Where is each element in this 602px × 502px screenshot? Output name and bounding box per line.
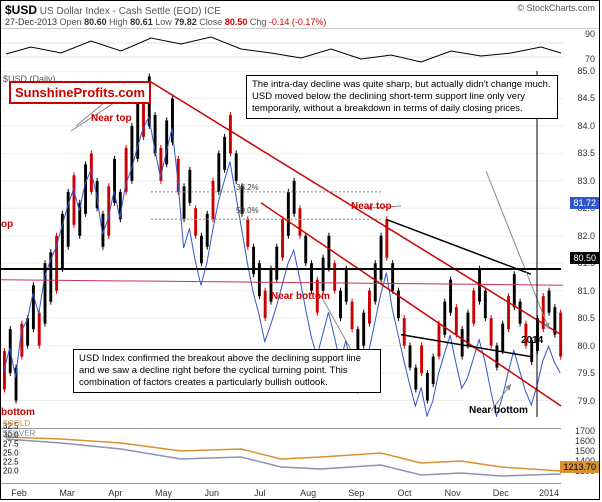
near-bottom-1: Near bottom [271,291,330,302]
chg-val: -0.14 (-0.17%) [269,17,327,27]
chart-area: $USD (Daily) 38.2% 50.0% 907079.079.580.… [1,29,599,499]
ticker-description: US Dollar Index - Cash Settle (EOD) ICE [40,6,221,17]
low-label: Low [155,17,172,27]
chart-container: $USD US Dollar Index - Cash Settle (EOD)… [0,0,600,500]
high-label: High [109,17,128,27]
near-top-2: Near top [351,201,392,212]
price-tag-gold: 1213.70 [560,461,599,473]
ticker-symbol: $USD [5,3,37,17]
near-top-1: Near top [91,113,132,124]
op-label: op [1,219,13,230]
x-axis: FebMarAprMayJunJulAugSepOctNovDec2014 [1,483,561,499]
top-indicator-panel [1,29,561,71]
low-val: 79.82 [174,17,197,27]
chg-label: Chg [250,17,267,27]
close-label: Close [199,17,222,27]
legend-gold: $GOLD [3,419,30,428]
close-val: 80.50 [225,17,248,27]
open-val: 80.60 [84,17,107,27]
year-marker: 2014 [521,335,543,346]
watermark-box: SunshineProfits.com [9,81,151,104]
high-val: 80.61 [130,17,153,27]
near-bottom-2: Near bottom [469,405,528,416]
horizontal-price-line [1,268,561,270]
fib-382-label: 38.2% [236,183,259,192]
open-label: Open [60,17,82,27]
fib-500-label: 50.0% [236,206,259,215]
price-tag-ma: 81.72 [570,197,599,209]
price-tag-current: 80.50 [570,252,599,264]
annotation-top: The intra-day decline was quite sharp, b… [246,75,558,119]
bottom-label: bottom [1,407,35,418]
top-indicator-svg [1,29,563,71]
legend-silver: $SILVER [3,429,35,438]
annotation-bottom: USD Index confirmed the breakout above t… [73,349,381,393]
y-axis: 907079.079.580.080.581.081.582.082.583.0… [561,29,599,499]
source-label: © StockCharts.com [517,3,595,13]
header-left: $USD US Dollar Index - Cash Settle (EOD)… [5,3,595,17]
bottom-indicator-svg [1,429,563,483]
ohlc-values: 27-Dec-2013 Open 80.60 High 80.61 Low 79… [5,17,595,27]
chart-header: $USD US Dollar Index - Cash Settle (EOD)… [1,1,599,29]
date: 27-Dec-2013 [5,17,57,27]
bottom-indicator-panel [1,429,561,483]
